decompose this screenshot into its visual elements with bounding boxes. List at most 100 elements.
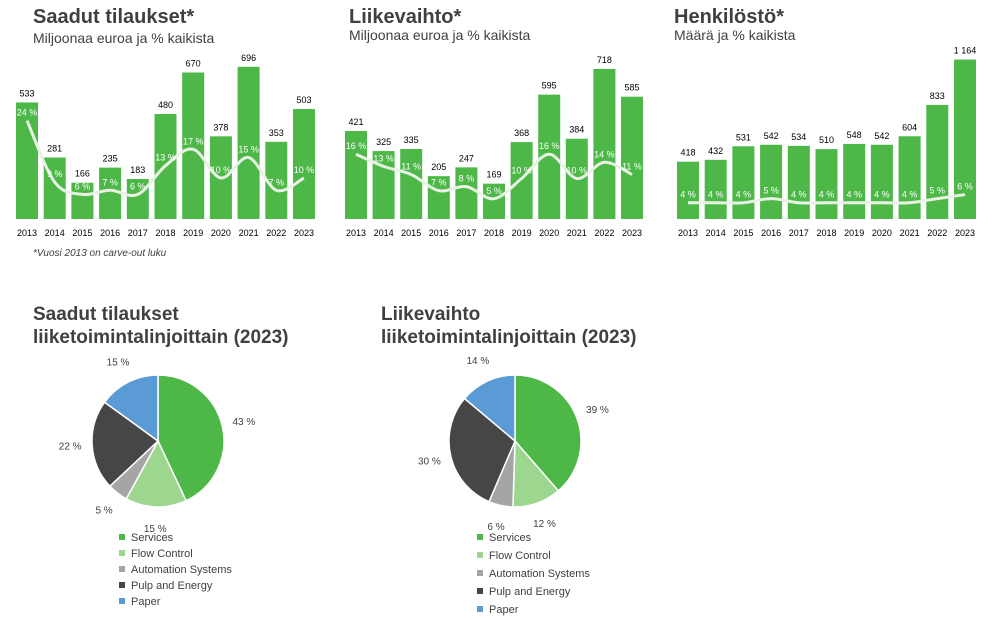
orders-share-label: 9 % [47, 169, 63, 179]
orders-bar-2023 [293, 109, 315, 219]
orders-bar-2013 [16, 102, 38, 219]
revenue-value-label: 335 [404, 135, 419, 145]
personnel-bar-2019 [843, 143, 866, 219]
legend-label: Pulp and Energy [489, 586, 571, 598]
revenue-pie-title: Liikevaihto liiketoimintalinjoittain (20… [381, 303, 637, 349]
personnel-bar-2022 [926, 104, 949, 219]
legend-label: Services [489, 532, 532, 544]
orders-bar-2019 [182, 72, 205, 219]
revenue-value-label: 421 [348, 117, 363, 127]
revenue-value-label: 368 [514, 128, 529, 138]
personnel-share-label: 4 % [680, 190, 696, 200]
personnel-tick-label: 2014 [706, 228, 726, 238]
orders-share-label: 17 % [183, 136, 204, 146]
revenue-tick-label: 2021 [567, 228, 587, 238]
revenue-bar-2019 [510, 142, 533, 219]
legend-item-services: Services [119, 532, 173, 544]
automation-systems-swatch [119, 566, 125, 573]
orders-share-label: 6 % [130, 181, 146, 191]
revenue-bar-chart: 421 2013 325 2014 335 2015 205 2016 247 2017 169 20… [345, 55, 643, 238]
personnel-share-label: 4 % [736, 190, 752, 200]
revenue-pie-slice-label: 6 % [487, 522, 504, 533]
orders-pie-slice-label: 15 % [144, 524, 167, 535]
orders-value-label: 353 [269, 128, 284, 138]
orders-pie-chart: 43 % 15 % 5 % 22 % 15 % [59, 358, 256, 535]
personnel-share-label: 4 % [902, 190, 918, 200]
orders-value-label: 670 [186, 58, 201, 68]
orders-share-label: 6 % [75, 181, 91, 191]
revenue-bar-2015 [400, 148, 423, 219]
revenue-pie-title-line2: liiketoimintalinjoittain (2023) [381, 327, 637, 348]
revenue-value-label: 384 [569, 125, 584, 135]
revenue-share-label: 16 % [539, 141, 560, 151]
orders-share-label: 10 % [294, 165, 315, 175]
personnel-bar-2021 [898, 136, 921, 219]
personnel-bar-chart: 418 2013 432 2014 531 2015 542 2016 534 2017 510 20… [677, 46, 976, 238]
revenue-value-label: 595 [542, 81, 557, 91]
revenue-pie-slice-pulp-and-energy [448, 397, 516, 503]
legend-label: Pulp and Energy [131, 580, 213, 592]
services-swatch [477, 534, 483, 541]
personnel-value-label: 542 [874, 131, 889, 141]
personnel-value-label: 534 [791, 132, 806, 142]
revenue-bar-2018 [483, 183, 505, 219]
orders-tick-label: 2022 [266, 228, 286, 238]
personnel-tick-label: 2020 [872, 228, 892, 238]
revenue-value-label: 169 [486, 170, 501, 180]
legend-label: Flow Control [131, 548, 193, 560]
revenue-tick-label: 2018 [484, 228, 504, 238]
revenue-value-label: 585 [624, 83, 639, 93]
personnel-value-label: 604 [902, 122, 917, 132]
revenue-share-label: 7 % [431, 178, 447, 188]
orders-bar-chart: 533 2013 281 2014 166 2015 235 2016 183 2017 480 20… [16, 53, 315, 238]
revenue-bar-2023 [621, 96, 643, 219]
orders-value-label: 378 [213, 122, 228, 132]
revenue-bar-2017 [455, 167, 478, 219]
revenue-bar-2013 [345, 130, 367, 219]
revenue-tick-label: 2023 [622, 228, 642, 238]
revenue-bar-2020 [538, 94, 561, 219]
revenue-pie-slice-services [514, 374, 582, 492]
orders-pie-slice-services [157, 374, 225, 502]
personnel-share-label: 5 % [930, 186, 946, 196]
orders-value-label: 480 [158, 100, 173, 110]
revenue-tick-label: 2015 [401, 228, 421, 238]
orders-tick-label: 2018 [155, 228, 175, 238]
orders-pie-slice-paper [103, 374, 159, 443]
legend-label: Services [131, 532, 174, 544]
orders-share-line [25, 119, 305, 197]
revenue-share-label: 11 % [622, 161, 642, 171]
flow-control-swatch [477, 552, 483, 559]
orders-pie-slice-label: 15 % [107, 358, 130, 369]
orders-share-label: 7 % [269, 177, 285, 187]
revenue-value-label: 325 [376, 137, 391, 147]
orders-chart-subtitle: Miljoonaa euroa ja % kaikista [33, 30, 215, 46]
revenue-tick-label: 2013 [346, 228, 366, 238]
legend-item-pulp-and-energy: Pulp and Energy [119, 580, 212, 592]
personnel-bar-2015 [732, 146, 755, 219]
personnel-tick-label: 2017 [789, 228, 809, 238]
revenue-value-label: 247 [459, 153, 474, 163]
personnel-bar-2017 [787, 145, 810, 219]
legend-item-flow-control: Flow Control [119, 548, 193, 560]
personnel-tick-label: 2021 [900, 228, 920, 238]
legend-item-flow-control: Flow Control [477, 550, 551, 562]
revenue-tick-label: 2020 [539, 228, 559, 238]
legend-item-paper: Paper [477, 604, 518, 616]
personnel-bar-2023 [954, 59, 976, 220]
personnel-value-label: 542 [764, 131, 779, 141]
orders-pie-slice-label: 43 % [232, 417, 255, 428]
revenue-share-label: 14 % [594, 149, 615, 159]
personnel-share-label: 4 % [846, 190, 862, 200]
revenue-tick-label: 2014 [374, 228, 394, 238]
orders-tick-label: 2017 [128, 228, 148, 238]
personnel-share-line [688, 193, 966, 205]
personnel-bar-2020 [870, 144, 893, 219]
personnel-share-label: 4 % [708, 190, 724, 200]
personnel-tick-label: 2015 [733, 228, 753, 238]
legend-item-services: Services [477, 532, 531, 544]
personnel-tick-label: 2018 [816, 228, 836, 238]
revenue-tick-label: 2019 [512, 228, 532, 238]
orders-tick-label: 2021 [239, 228, 259, 238]
revenue-share-label: 11 % [401, 161, 421, 171]
